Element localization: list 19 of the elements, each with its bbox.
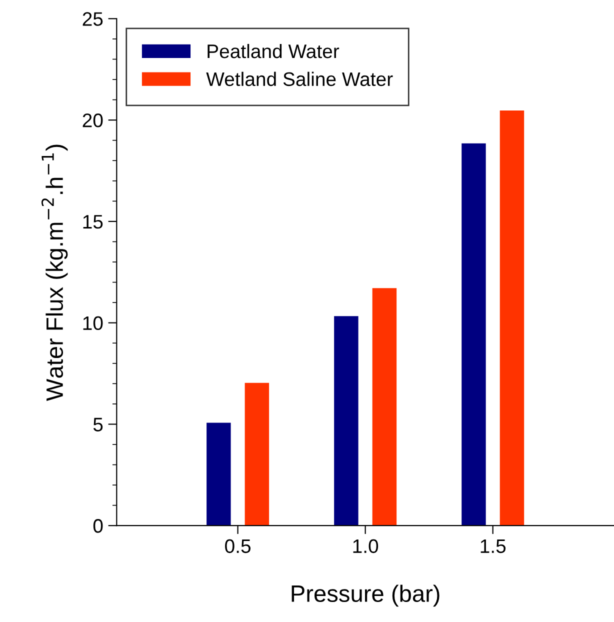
y-tick-label: 20	[82, 114, 103, 128]
legend-label: Peatland Water	[208, 44, 340, 58]
y-tick-label: 10	[83, 316, 103, 330]
bar	[500, 110, 524, 526]
bar	[372, 288, 397, 526]
bar	[244, 382, 270, 526]
x-tick-label: 1.0	[353, 539, 378, 554]
y-tick-label: 0	[93, 519, 103, 533]
x-tick-label: 0.5	[225, 539, 251, 554]
x-tick-label: 1.5	[480, 540, 506, 554]
y-tick-label: 15	[83, 215, 103, 229]
y-axis-title: Water Flux (kg.m$^{−2}$.h$^{−1}$)	[42, 144, 68, 401]
y-tick-label: 5	[93, 418, 103, 432]
bar	[462, 143, 486, 526]
legend-label: Wetland Saline Water	[206, 72, 393, 86]
bar	[206, 422, 231, 526]
y-tick-label: 25	[82, 12, 103, 26]
bar	[334, 316, 358, 526]
x-axis-title: Pressure (bar)	[292, 584, 440, 607]
